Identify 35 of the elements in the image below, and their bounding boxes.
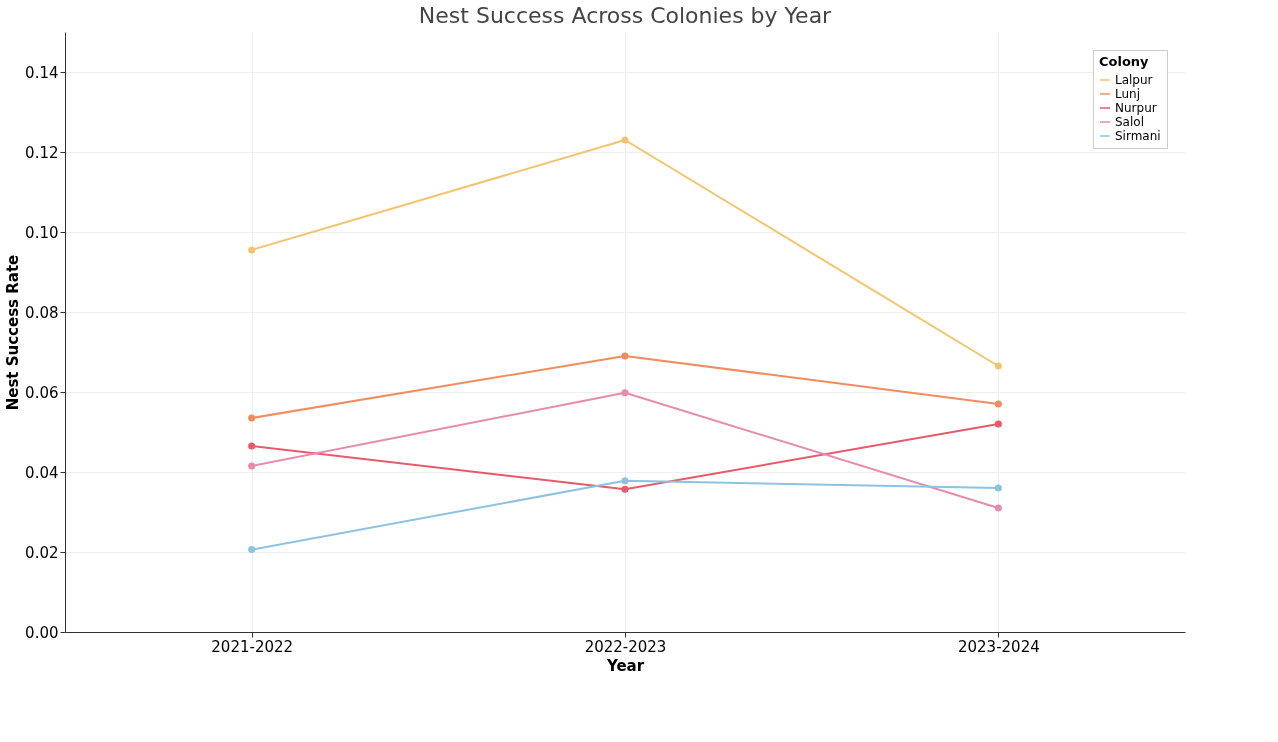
y-tick-label: 0.10	[25, 223, 59, 242]
y-tick-label: 0.08	[25, 303, 59, 322]
point	[994, 362, 1002, 370]
legend-label: Lunj	[1115, 87, 1141, 101]
legend-label: Lalpur	[1115, 73, 1153, 87]
y-tick-label: 0.02	[25, 543, 59, 562]
legend-title: Colony	[1099, 54, 1150, 69]
point	[994, 504, 1002, 512]
x-tick-label: 2021-2022	[211, 637, 294, 656]
y-tick-label: 0.04	[25, 463, 59, 482]
legend-label: Nurpur	[1115, 101, 1157, 115]
point	[621, 136, 629, 144]
point	[248, 546, 256, 554]
point	[994, 400, 1002, 408]
legend-label: Sirmani	[1115, 129, 1161, 143]
y-tick-label: 0.00	[25, 623, 59, 642]
point	[994, 420, 1002, 428]
point	[248, 414, 256, 422]
point	[248, 442, 256, 450]
y-tick-label: 0.14	[25, 63, 59, 82]
point	[621, 477, 629, 485]
chart-title: Nest Success Across Colonies by Year	[418, 3, 833, 28]
y-tick-label: 0.06	[25, 383, 59, 402]
point	[248, 246, 256, 254]
point	[621, 389, 629, 397]
x-axis-title: Year	[605, 656, 645, 675]
point	[621, 485, 629, 493]
x-tick-label: 2022-2023	[584, 637, 667, 656]
y-tick-label: 0.12	[25, 143, 59, 162]
legend-label: Salol	[1115, 115, 1144, 129]
point	[994, 484, 1002, 492]
y-axis-title: Nest Success Rate	[4, 254, 23, 411]
point	[248, 462, 256, 470]
x-tick-label: 2023-2024	[957, 637, 1040, 656]
point	[621, 352, 629, 360]
